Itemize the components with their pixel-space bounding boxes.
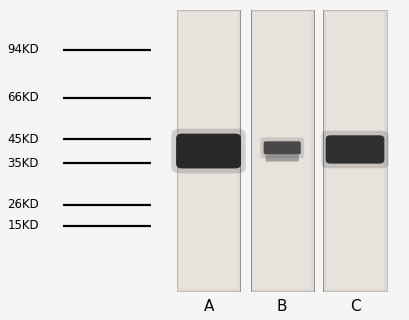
Text: A: A <box>203 299 214 314</box>
FancyBboxPatch shape <box>176 134 241 168</box>
FancyBboxPatch shape <box>321 131 389 168</box>
Bar <box>177 10 240 291</box>
Text: 26KD: 26KD <box>7 198 39 211</box>
Bar <box>250 10 314 291</box>
Text: 35KD: 35KD <box>7 157 39 170</box>
Text: B: B <box>277 299 288 314</box>
Bar <box>179 12 238 289</box>
Bar <box>323 10 387 291</box>
Text: 45KD: 45KD <box>7 133 39 146</box>
FancyBboxPatch shape <box>265 155 299 162</box>
Text: 94KD: 94KD <box>7 43 39 56</box>
FancyBboxPatch shape <box>171 129 246 173</box>
FancyBboxPatch shape <box>264 141 301 154</box>
Text: 66KD: 66KD <box>7 91 39 104</box>
Bar <box>253 12 312 289</box>
FancyBboxPatch shape <box>260 138 304 158</box>
Bar <box>326 12 384 289</box>
Text: C: C <box>350 299 360 314</box>
FancyBboxPatch shape <box>326 135 384 164</box>
Text: 15KD: 15KD <box>7 219 39 232</box>
